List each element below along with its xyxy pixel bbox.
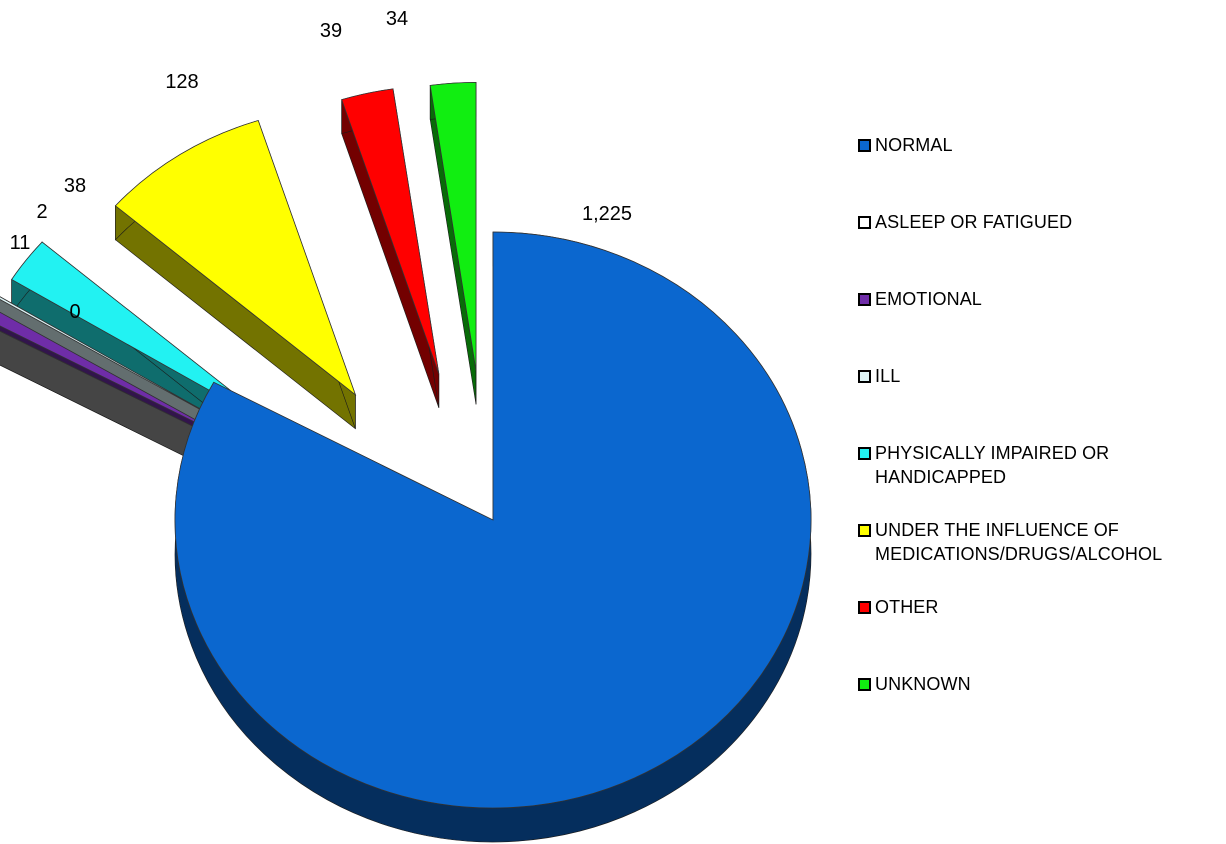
legend-item-normal: NORMAL [858,133,953,157]
legend-item-unknown: UNKNOWN [858,672,971,696]
legend-swatch [858,601,871,614]
data-labels: 1,225 0 112 38 128 39 34 [10,8,632,323]
legend-item-asleep-or-fatigued: ASLEEP OR FATIGUED [858,210,1072,234]
data-label-under-the-influence-of-medications-drugs-alcohol: 128 [165,71,198,93]
legend-item-emotional: EMOTIONAL [858,287,982,311]
pie-slice-emotional [0,311,242,446]
legend-item-other: OTHER [858,595,939,619]
legend-swatch [858,524,871,537]
legend-item-ill: ILL [858,364,900,388]
data-label-other: 39 [320,20,342,42]
pie-slice-normal [174,231,812,809]
data-label-unknown: 34 [386,8,408,30]
pie-slices [0,81,812,809]
data-label-asleep-or-fatigued: 0 [69,301,80,323]
legend-swatch [858,293,871,306]
legend-item-under-the-influence-of-medications-drugs-alcohol: UNDER THE INFLUENCE OF MEDICATIONS/DRUGS… [858,518,1162,566]
legend-label: NORMAL [875,135,953,155]
legend-swatch [858,139,871,152]
legend-label: OTHER [875,597,939,617]
legend-label: UNDER THE INFLUENCE OF MEDICATIONS/DRUGS… [875,520,1163,564]
pie-slice-under-the-influence-of-medications-drugs-alcohol [114,120,357,396]
pie-slice-unknown [429,81,477,371]
legend-label: ILL [875,366,901,386]
pie-slice-other [341,88,440,375]
legend-label: PHYSICALLY IMPAIRED OR HANDICAPPED [875,443,1110,487]
legend-label: ASLEEP OR FATIGUED [875,212,1073,232]
data-label-ill: 2 [36,201,47,223]
legend-label: UNKNOWN [875,674,971,694]
legend-swatch [858,216,871,229]
data-label-normal: 1,225 [582,203,632,225]
legend-item-physically-impaired-or-handicapped: PHYSICALLY IMPAIRED OR HANDICAPPED [858,441,1109,489]
legend-label: EMOTIONAL [875,289,982,309]
legend-swatch [858,678,871,691]
data-label-physically-impaired-or-handicapped: 38 [64,175,86,197]
pie-slice-ill [0,296,259,442]
legend-swatch [858,370,871,383]
legend-swatch [858,447,871,460]
data-label-emotional: 11 [10,232,31,254]
